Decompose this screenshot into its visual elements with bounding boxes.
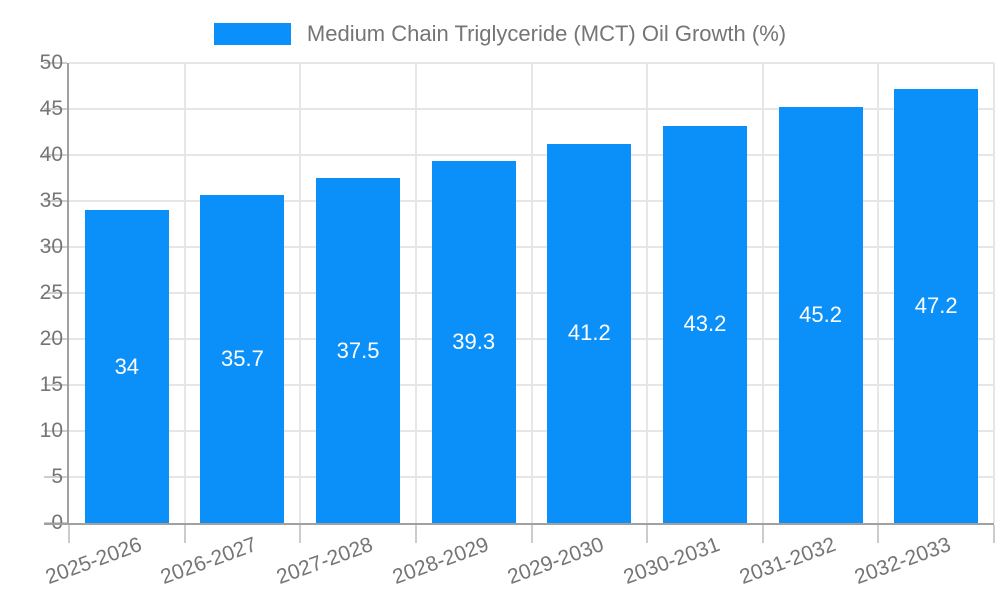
x-gridline: [877, 63, 880, 523]
legend[interactable]: Medium Chain Triglyceride (MCT) Oil Grow…: [0, 21, 1000, 47]
y-axis-tick: [44, 200, 67, 202]
bar[interactable]: 34: [84, 210, 169, 523]
bar[interactable]: 41.2: [547, 143, 632, 523]
bar[interactable]: 43.2: [662, 125, 747, 523]
legend-label: Medium Chain Triglyceride (MCT) Oil Grow…: [306, 21, 787, 46]
bar[interactable]: 45.2: [778, 107, 863, 523]
y-axis-tick: [44, 246, 67, 248]
x-gridline: [414, 63, 417, 523]
x-axis-tick: [68, 525, 70, 543]
bar-value-label: 43.2: [683, 311, 727, 337]
bar-value-label: 37.5: [336, 337, 380, 363]
y-axis-tick-label: 0: [3, 511, 63, 535]
x-gridline: [993, 63, 995, 523]
x-axis-tick: [993, 525, 995, 543]
x-axis-tick: [414, 525, 417, 543]
x-axis-line: [44, 523, 994, 525]
y-axis-tick-label: 35: [39, 189, 63, 212]
y-axis-tick-label: 10: [39, 419, 63, 442]
x-axis-tick: [530, 525, 533, 543]
y-axis-tick: [44, 292, 67, 294]
y-axis-tick: [44, 384, 67, 386]
bar-value-label: 34: [114, 353, 140, 379]
x-gridline: [646, 63, 649, 523]
bar[interactable]: 37.5: [316, 178, 401, 523]
x-axis-tick: [877, 525, 880, 543]
y-axis-tick: [44, 154, 67, 156]
bar-value-label: 41.2: [567, 320, 611, 346]
x-gridline: [530, 63, 533, 523]
y-axis-tick: [44, 338, 67, 340]
x-axis-tick: [761, 525, 764, 543]
y-axis-tick-label: 5: [51, 465, 63, 488]
x-gridline: [299, 63, 302, 523]
x-axis-tick: [299, 525, 302, 543]
y-axis-tick-label: 45: [39, 97, 63, 120]
bar[interactable]: 39.3: [431, 161, 516, 523]
y-axis-tick-label: 20: [39, 327, 63, 350]
x-gridline: [761, 63, 764, 523]
y-axis-tick-label: 15: [39, 373, 63, 396]
bar-value-label: 35.7: [221, 345, 264, 371]
plot-area: 051015202530354045503435.737.539.341.243…: [40, 51, 995, 589]
y-axis-tick: [44, 62, 67, 64]
legend-swatch: [213, 23, 291, 45]
y-axis-tick: [44, 476, 67, 478]
y-axis-tick-label: 25: [39, 281, 63, 304]
y-axis-tick: [44, 108, 67, 110]
bar-value-label: 39.3: [452, 329, 496, 355]
x-gridline: [183, 63, 186, 523]
y-axis-tick-label: 50: [39, 51, 63, 74]
y-axis-tick: [44, 430, 67, 432]
bar[interactable]: 35.7: [200, 194, 285, 523]
x-axis-tick: [183, 525, 186, 543]
bar[interactable]: 47.2: [894, 88, 979, 523]
y-axis-line: [67, 63, 69, 523]
x-axis-tick: [646, 525, 649, 543]
bar-value-label: 47.2: [914, 292, 958, 318]
y-axis-tick-label: 30: [39, 235, 63, 258]
bar-value-label: 45.2: [799, 302, 842, 328]
y-axis-tick-label: 40: [39, 143, 63, 166]
